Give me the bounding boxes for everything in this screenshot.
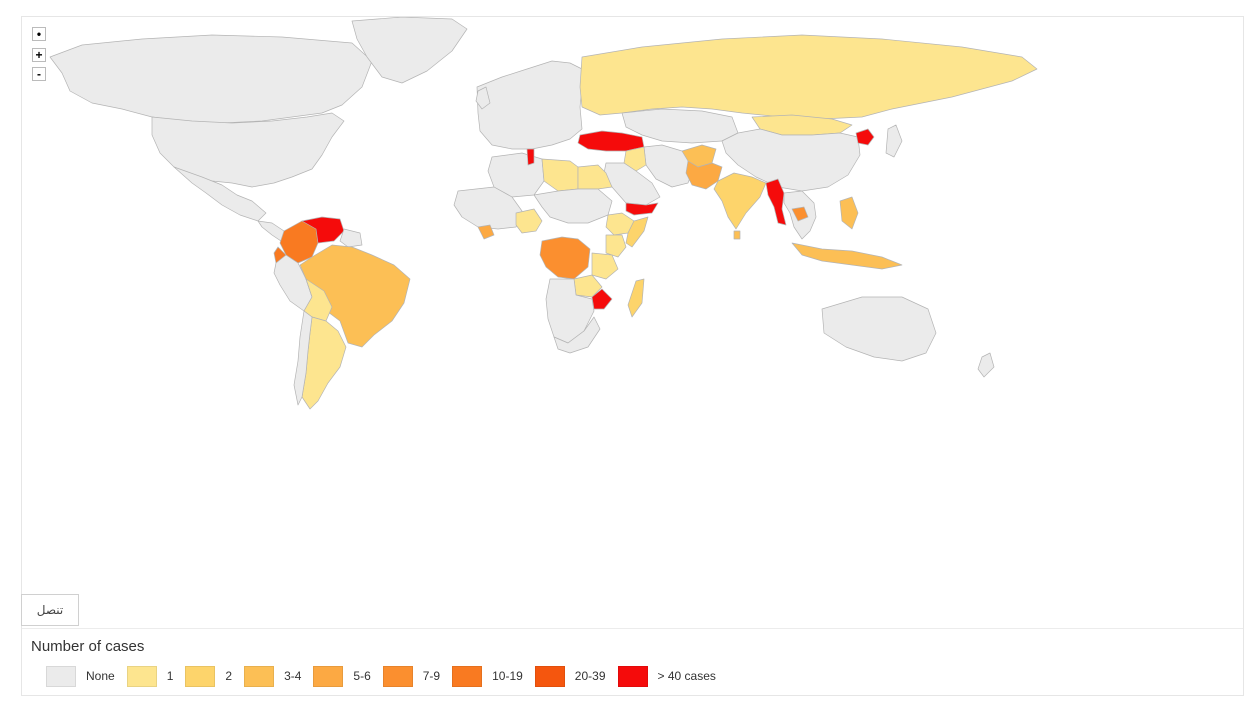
country-libya[interactable] — [541, 158, 579, 192]
country-cambodia[interactable] — [791, 206, 809, 222]
country-united-states[interactable] — [151, 112, 345, 188]
world-map-svg[interactable] — [22, 17, 1243, 627]
country-uk[interactable] — [475, 86, 491, 110]
country-north-korea[interactable] — [855, 128, 875, 146]
map-widget-frame — [21, 16, 1244, 696]
country-guianas[interactable] — [339, 228, 363, 248]
legend-item-7-9: 7-9 — [382, 665, 441, 687]
connect-button[interactable]: تنصل — [21, 594, 79, 626]
country-madagascar[interactable] — [627, 278, 645, 318]
legend-swatch — [313, 665, 344, 687]
legend-swatch — [617, 665, 648, 687]
legend-label: 7-9 — [422, 669, 441, 683]
legend-item-10-19: 10-19 — [452, 665, 523, 687]
country-tunisia[interactable] — [526, 148, 535, 166]
legend-item-20-39: 20-39 — [534, 665, 606, 687]
country-south-africa[interactable] — [553, 316, 601, 354]
legend-item-over-40: > 40 cases — [617, 665, 716, 687]
legend-label: 1 — [166, 669, 174, 683]
legend-item-2: 2 — [185, 665, 233, 687]
country-canada[interactable] — [49, 34, 373, 124]
legend-swatch — [185, 665, 216, 687]
country-chile[interactable] — [293, 310, 313, 406]
country-russia[interactable] — [579, 34, 1038, 120]
country-sri-lanka[interactable] — [733, 230, 741, 240]
legend-label: 20-39 — [574, 669, 606, 683]
country-philippines[interactable] — [839, 196, 859, 230]
country-iraq[interactable] — [623, 146, 647, 172]
country-venezuela[interactable] — [301, 216, 345, 244]
country-indonesia[interactable] — [791, 242, 903, 270]
country-india[interactable] — [713, 172, 767, 230]
country-nigeria[interactable] — [515, 208, 543, 234]
country-japan[interactable] — [885, 124, 903, 158]
country-china[interactable] — [721, 128, 861, 192]
zoom-out-button[interactable]: - — [32, 67, 46, 81]
legend-label: 3-4 — [284, 669, 302, 683]
world-map[interactable] — [22, 17, 1243, 627]
legend-item-5-6: 5-6 — [313, 665, 371, 687]
legend-label: 5-6 — [353, 669, 371, 683]
zoom-in-button[interactable]: + — [32, 48, 46, 62]
legend-swatch — [534, 665, 565, 687]
country-myanmar[interactable] — [765, 178, 787, 226]
country-central-africa[interactable] — [533, 188, 613, 224]
legend: None 1 2 3-4 5-6 7-9 10-19 20-39 > 40 ca… — [46, 665, 728, 687]
country-west-africa[interactable] — [453, 186, 523, 230]
legend-swatch — [382, 665, 413, 687]
country-new-zealand[interactable] — [977, 352, 995, 378]
legend-swatch — [126, 665, 157, 687]
country-somalia[interactable] — [625, 216, 649, 248]
legend-label: None — [86, 669, 115, 683]
legend-item-none: None — [46, 665, 115, 687]
legend-swatch — [46, 665, 76, 687]
country-greenland[interactable] — [351, 17, 468, 84]
legend-label: 10-19 — [492, 669, 523, 683]
country-cote-d-ivoire[interactable] — [477, 224, 495, 240]
country-europe[interactable] — [476, 60, 583, 150]
country-dr-congo[interactable] — [539, 236, 591, 280]
legend-label: 2 — [225, 669, 233, 683]
legend-title: Number of cases — [31, 638, 145, 655]
legend-swatch — [244, 665, 275, 687]
legend-label: > 40 cases — [657, 669, 716, 683]
reset-zoom-button[interactable]: • — [32, 27, 46, 41]
country-turkey[interactable] — [577, 130, 645, 152]
legend-divider — [22, 628, 1243, 629]
country-mexico[interactable] — [173, 166, 267, 222]
country-tanzania[interactable] — [591, 252, 619, 280]
country-yemen[interactable] — [625, 202, 659, 216]
country-australia[interactable] — [821, 296, 937, 362]
country-kenya[interactable] — [605, 234, 627, 258]
legend-item-1: 1 — [126, 665, 174, 687]
country-iran[interactable] — [643, 144, 695, 188]
legend-swatch — [452, 665, 483, 687]
legend-item-3-4: 3-4 — [244, 665, 302, 687]
